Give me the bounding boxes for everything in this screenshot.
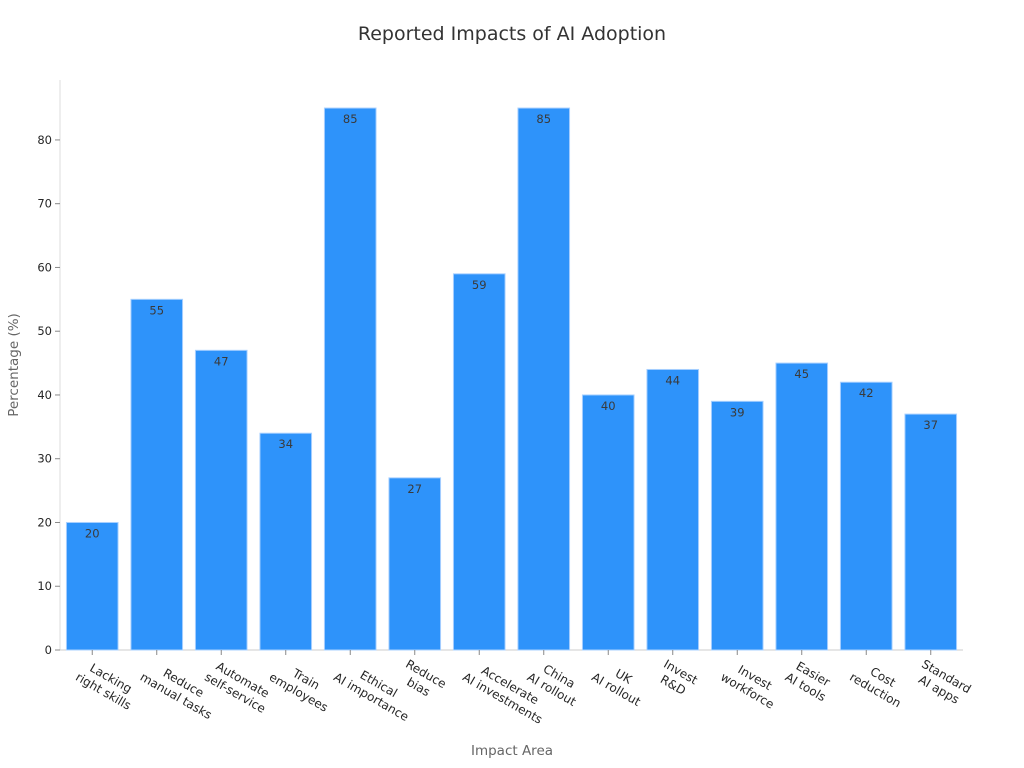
chart-title: Reported Impacts of AI Adoption — [358, 23, 666, 45]
x-axis-title: Impact Area — [471, 743, 553, 759]
data-label: 39 — [730, 405, 745, 419]
data-label: 40 — [601, 399, 616, 413]
y-tick-label: 50 — [37, 324, 52, 338]
bar — [775, 362, 829, 651]
data-label: 27 — [407, 482, 422, 496]
data-label: 85 — [536, 112, 551, 126]
data-label: 44 — [665, 373, 680, 387]
y-tick-label: 60 — [37, 260, 52, 274]
y-tick-label: 70 — [37, 197, 52, 211]
data-label: 20 — [85, 526, 100, 540]
bar — [65, 521, 119, 651]
bar — [839, 381, 893, 651]
bar — [259, 432, 313, 651]
y-tick-label: 20 — [37, 515, 52, 529]
data-label: 37 — [923, 418, 938, 432]
y-axis-title: Percentage (%) — [6, 313, 22, 417]
data-label: 42 — [859, 386, 874, 400]
bar — [452, 273, 506, 651]
bar — [710, 400, 764, 651]
bar — [323, 107, 377, 651]
y-tick-label: 0 — [45, 643, 52, 657]
data-label: 47 — [214, 354, 229, 368]
bar — [388, 477, 442, 651]
bar — [581, 394, 635, 651]
data-label: 59 — [472, 278, 487, 292]
bar — [194, 349, 248, 651]
data-label: 55 — [149, 303, 164, 317]
y-tick-label: 10 — [37, 579, 52, 593]
bar — [130, 298, 184, 651]
bar — [904, 413, 958, 651]
bar — [517, 107, 571, 651]
data-label: 85 — [343, 112, 358, 126]
y-tick-label: 30 — [37, 452, 52, 466]
bar — [646, 368, 700, 651]
y-tick-label: 80 — [37, 133, 52, 147]
y-tick-label: 40 — [37, 388, 52, 402]
data-label: 34 — [278, 437, 293, 451]
data-label: 45 — [794, 367, 809, 381]
